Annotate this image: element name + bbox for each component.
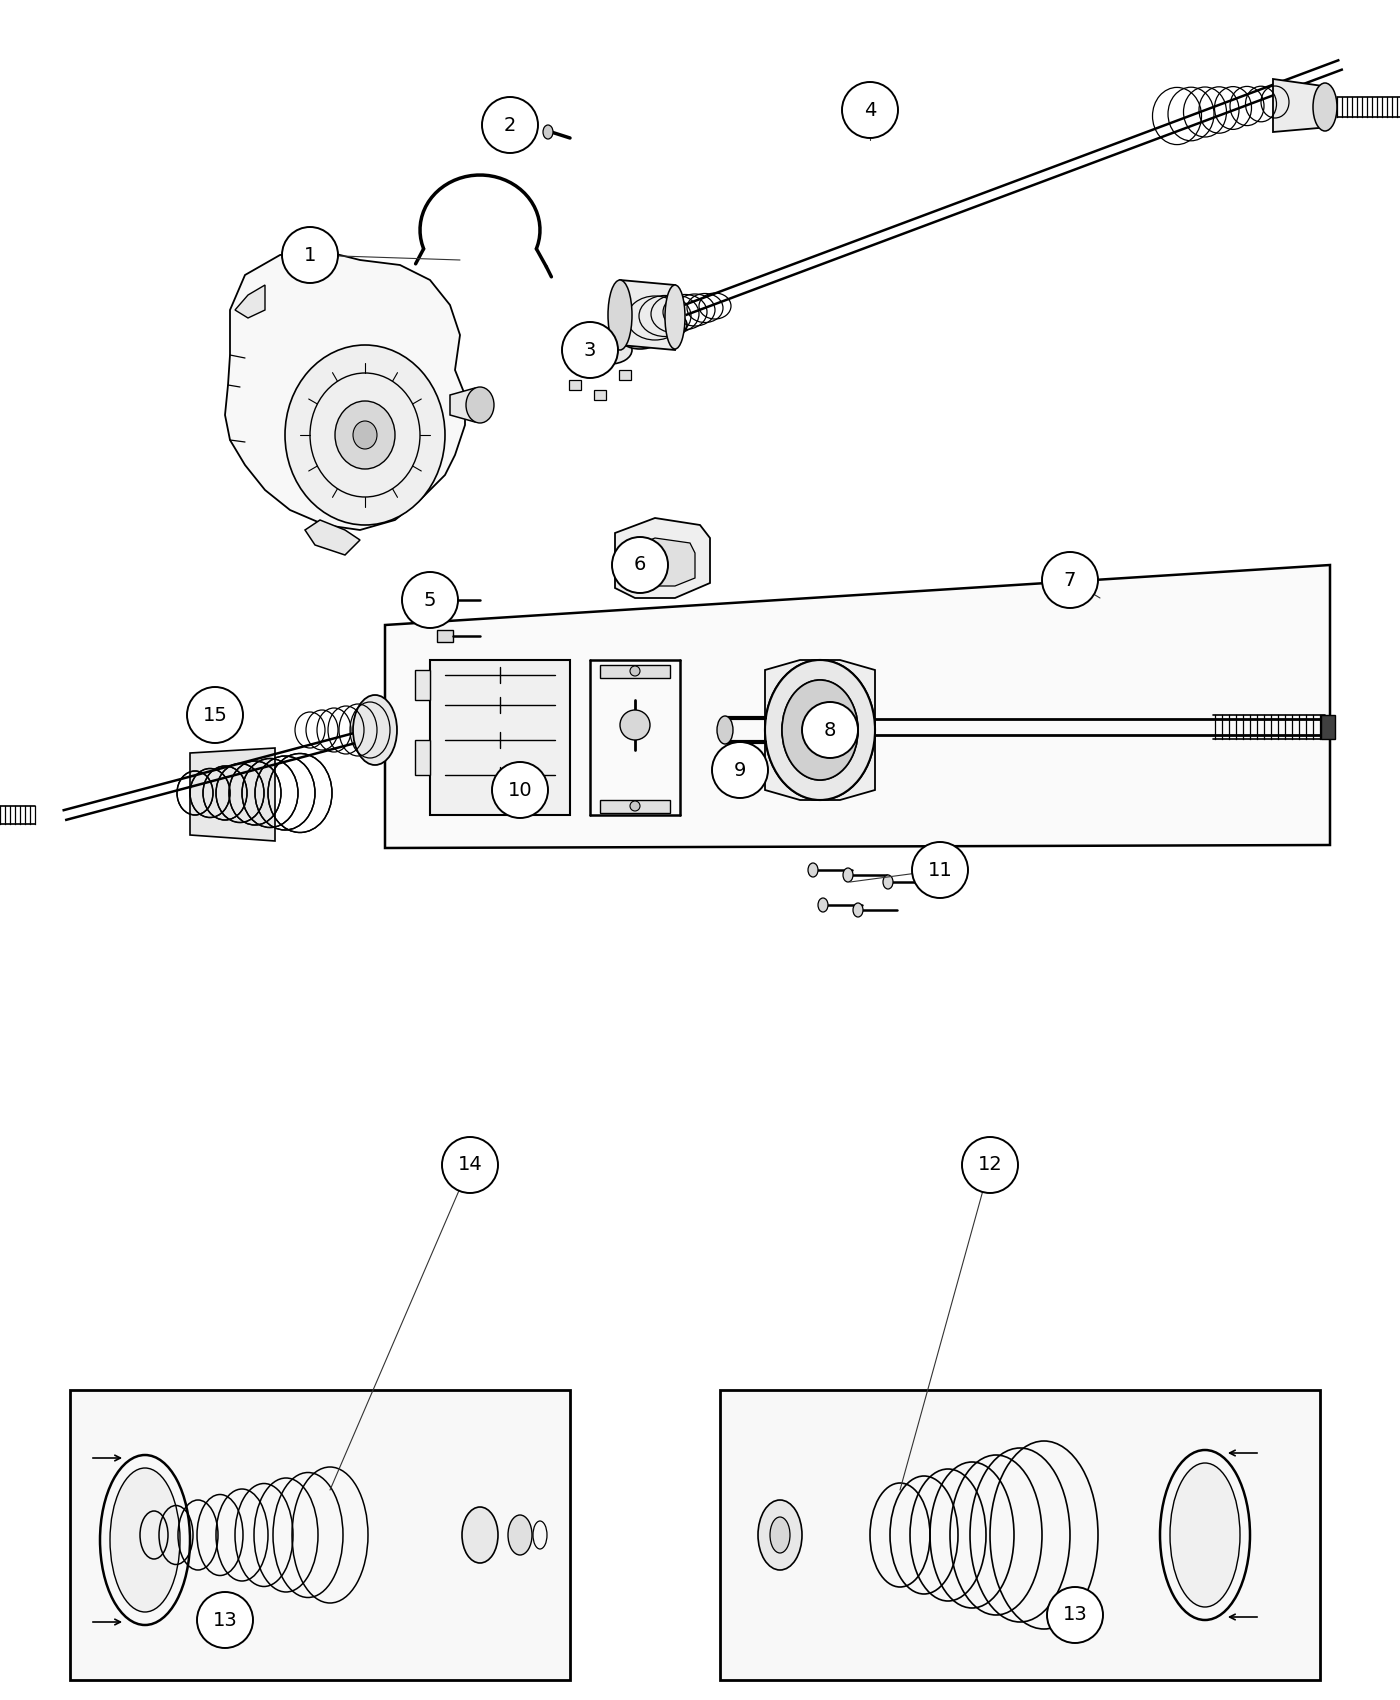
Circle shape (841, 82, 897, 138)
Polygon shape (449, 388, 490, 422)
Ellipse shape (843, 869, 853, 882)
Circle shape (197, 1591, 253, 1647)
Text: 2: 2 (504, 116, 517, 134)
Text: 13: 13 (213, 1610, 238, 1630)
Text: 9: 9 (734, 760, 746, 780)
Circle shape (630, 801, 640, 811)
Ellipse shape (543, 126, 553, 139)
Bar (70, 1391, 570, 1680)
Ellipse shape (1170, 1464, 1240, 1606)
Ellipse shape (353, 422, 377, 449)
Circle shape (962, 1137, 1018, 1193)
Ellipse shape (764, 660, 875, 801)
Polygon shape (615, 518, 710, 598)
Text: 5: 5 (424, 590, 437, 610)
Bar (1322, 716, 1336, 740)
Bar (414, 670, 430, 700)
Ellipse shape (783, 680, 858, 780)
Ellipse shape (783, 680, 858, 780)
Circle shape (911, 842, 967, 898)
Circle shape (281, 228, 337, 282)
Ellipse shape (617, 321, 662, 348)
Circle shape (188, 687, 244, 743)
Polygon shape (235, 286, 265, 318)
Ellipse shape (764, 660, 875, 801)
Polygon shape (630, 537, 694, 586)
Text: 11: 11 (928, 860, 952, 879)
Bar (594, 389, 606, 400)
Ellipse shape (883, 876, 893, 889)
Ellipse shape (462, 1506, 498, 1562)
Circle shape (491, 762, 547, 818)
Text: 15: 15 (203, 706, 227, 724)
Text: 13: 13 (1063, 1605, 1088, 1625)
Polygon shape (225, 250, 465, 530)
Ellipse shape (1313, 83, 1337, 131)
Ellipse shape (466, 388, 494, 423)
Ellipse shape (853, 903, 862, 916)
Ellipse shape (717, 716, 734, 745)
Polygon shape (385, 564, 1330, 848)
Text: 1: 1 (304, 245, 316, 265)
Ellipse shape (770, 1516, 790, 1554)
Circle shape (482, 97, 538, 153)
Bar (437, 631, 454, 643)
Polygon shape (764, 660, 875, 801)
Ellipse shape (757, 1499, 802, 1571)
Ellipse shape (808, 864, 818, 877)
Ellipse shape (286, 345, 445, 525)
Circle shape (1042, 552, 1098, 609)
Ellipse shape (335, 401, 395, 469)
Text: 10: 10 (508, 780, 532, 799)
Text: 4: 4 (864, 100, 876, 119)
Text: 6: 6 (634, 556, 647, 575)
Text: 7: 7 (1064, 571, 1077, 590)
Bar (601, 801, 671, 813)
Ellipse shape (804, 711, 836, 750)
Ellipse shape (804, 711, 836, 750)
Ellipse shape (588, 337, 631, 364)
Bar (414, 740, 430, 775)
Circle shape (561, 321, 617, 377)
Text: 3: 3 (584, 340, 596, 359)
Polygon shape (620, 280, 675, 350)
Ellipse shape (665, 286, 685, 348)
Ellipse shape (608, 280, 631, 350)
Text: 8: 8 (823, 721, 836, 740)
Circle shape (630, 666, 640, 677)
Text: 14: 14 (458, 1156, 483, 1175)
Bar (568, 381, 581, 389)
Ellipse shape (503, 116, 512, 129)
Ellipse shape (353, 695, 398, 765)
Bar (430, 660, 570, 814)
Ellipse shape (818, 898, 827, 911)
Circle shape (802, 702, 858, 758)
Circle shape (620, 711, 650, 740)
Circle shape (713, 741, 769, 797)
Text: 12: 12 (977, 1156, 1002, 1175)
Ellipse shape (643, 311, 687, 338)
Circle shape (1047, 1588, 1103, 1642)
Bar (619, 371, 631, 381)
Circle shape (612, 537, 668, 593)
Ellipse shape (508, 1515, 532, 1556)
Bar (437, 593, 454, 605)
Polygon shape (1273, 78, 1330, 133)
Circle shape (442, 1137, 498, 1193)
Polygon shape (305, 520, 360, 554)
Bar (720, 1391, 1320, 1680)
Circle shape (402, 571, 458, 627)
Ellipse shape (111, 1469, 181, 1612)
Bar (601, 665, 671, 678)
Polygon shape (190, 748, 274, 842)
